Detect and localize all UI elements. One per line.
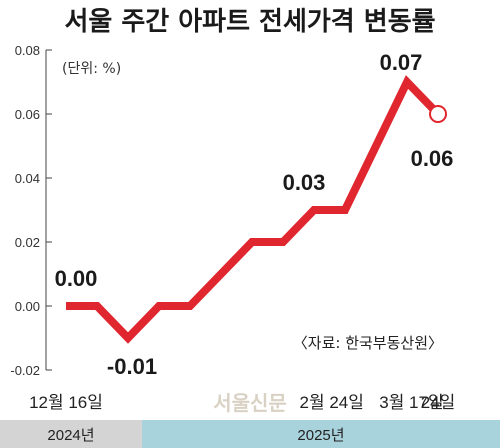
x-tick-label: 2월 24일 — [300, 393, 364, 412]
data-label: 0.07 — [380, 50, 423, 75]
y-tick-label: 0.06 — [15, 107, 40, 122]
y-tick-label: 0.04 — [15, 171, 40, 186]
data-label: 0.03 — [283, 170, 326, 195]
chart-title: 서울 주간 아파트 전세가격 변동률 — [64, 7, 435, 37]
data-label: -0.01 — [107, 354, 157, 379]
data-labels: 0.00 -0.01 0.03 0.07 0.06 — [55, 50, 454, 379]
data-label: 0.06 — [411, 146, 454, 171]
x-tick-label: 24일 — [421, 393, 456, 412]
year-band-2025 — [142, 420, 500, 448]
year-label-2025: 2025년 — [297, 427, 344, 444]
y-tick-label: 0.08 — [15, 43, 40, 58]
series-line — [66, 75, 441, 344]
y-axis: 0.08 0.06 0.04 0.02 0.00 -0.02 — [10, 43, 52, 378]
source-label: 〈자료: 한국부동산원〉 — [293, 334, 443, 352]
data-label: 0.00 — [55, 266, 98, 291]
y-tick-label: 0.02 — [15, 235, 40, 250]
series-layer — [66, 75, 447, 344]
unit-label: (단위: %) — [62, 61, 121, 77]
year-label-2024: 2024년 — [47, 427, 94, 444]
year-band-2024 — [0, 420, 142, 448]
y-tick-label: 0.00 — [15, 299, 40, 314]
year-band: 2024년 2025년 — [0, 420, 500, 448]
x-tick-label: 12월 16일 — [29, 393, 103, 412]
series-end-marker — [429, 105, 447, 123]
watermark: 서울신문 — [213, 391, 287, 415]
x-tick-label: 3월 17일 — [379, 393, 443, 412]
y-tick-label: -0.02 — [10, 363, 40, 378]
